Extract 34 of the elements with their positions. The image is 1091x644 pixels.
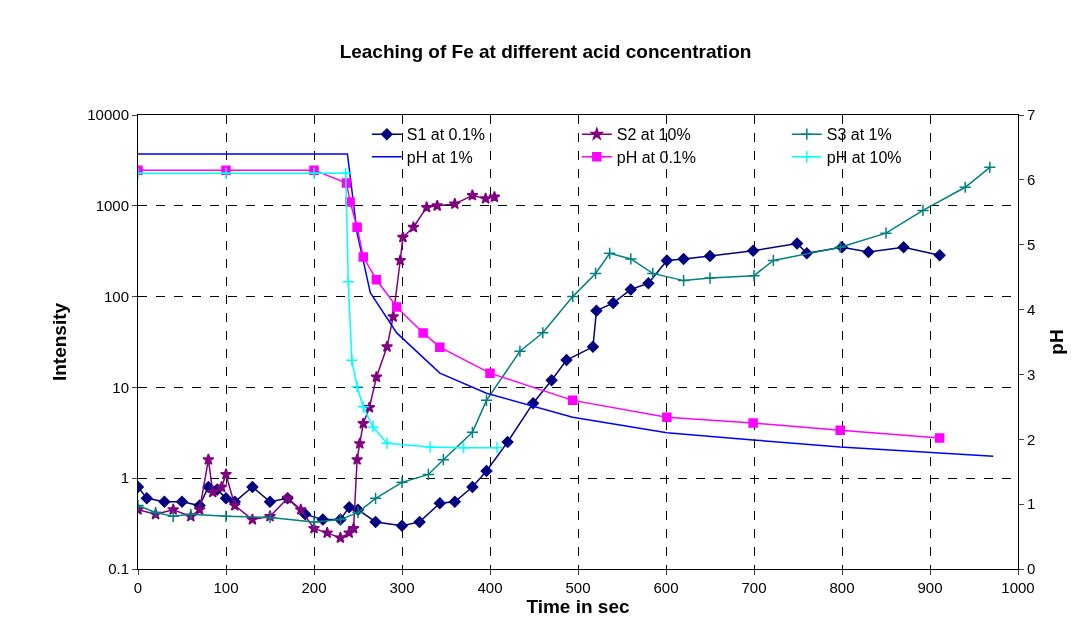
y2-tick-label: 4	[1027, 300, 1036, 318]
y-tick-label: 1	[120, 469, 129, 487]
x-tick-label: 1000	[1001, 579, 1035, 596]
legend-label: pH at 10%	[826, 149, 902, 167]
y2-axis-title: pH	[1046, 329, 1068, 355]
x-tick-label: 300	[389, 579, 415, 596]
y-tick-label: 100	[103, 287, 129, 305]
legend-label: pH at 1%	[406, 149, 473, 167]
x-tick-label: 100	[213, 579, 239, 596]
x-tick-label: 0	[133, 579, 143, 596]
legend-label: S1 at 0.1%	[406, 126, 486, 144]
y2-tick-label: 6	[1027, 171, 1036, 189]
x-tick-label: 900	[917, 579, 943, 596]
chart-title: Leaching of Fe at different acid concentration	[339, 41, 752, 63]
x-tick-label: 500	[565, 579, 591, 596]
x-tick-label: 600	[653, 579, 679, 596]
y2-tick-label: 5	[1027, 235, 1036, 253]
legend-label: S2 at 10%	[616, 126, 691, 144]
y2-tick-label: 7	[1027, 106, 1036, 124]
y-tick-label: 1000	[95, 197, 129, 215]
y-tick-label: 10	[112, 378, 129, 396]
x-tick-label: 700	[741, 579, 767, 596]
x-tick-label: 800	[829, 579, 855, 596]
y2-tick-label: 1	[1027, 495, 1036, 513]
y2-tick-label: 2	[1027, 430, 1036, 448]
y-axis-title: Intensity	[49, 302, 71, 382]
y2-tick-label: 3	[1027, 365, 1036, 383]
x-tick-label: 400	[477, 579, 503, 596]
y2-tick-label: 0	[1027, 560, 1036, 578]
legend-label: S3 at 1%	[826, 126, 892, 144]
x-tick-label: 200	[301, 579, 327, 596]
y-tick-label: 10000	[87, 106, 129, 124]
x-axis-title: Time in sec	[526, 596, 630, 617]
y-tick-label: 0.1	[108, 560, 129, 578]
